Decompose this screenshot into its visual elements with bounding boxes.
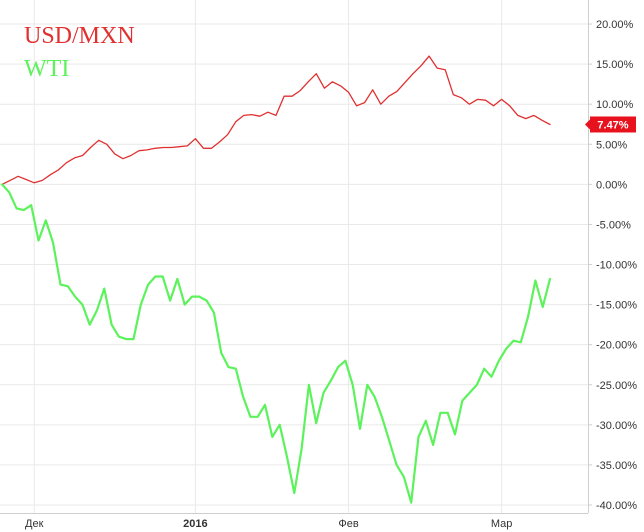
y-tick-label: -10.00% [596, 260, 637, 272]
x-tick-label: Дек [25, 518, 44, 530]
series-line-usd-mxn [1, 55, 551, 186]
y-tick-label: 5.00% [596, 139, 627, 151]
x-tick-label: Мар [491, 518, 513, 530]
axes [0, 0, 589, 514]
last-value-badge-label: 7.47% [597, 119, 628, 131]
y-tick-label: -30.00% [596, 420, 637, 432]
y-tick-labels: 20.00% 15.00% 10.00% 5.00% 0.00% -5.00% -10.00… [588, 19, 637, 512]
x-tick-label: 2016 [183, 518, 207, 530]
series-line-wti [0, 183, 552, 504]
y-tick-label: 15.00% [596, 59, 634, 71]
y-tick-label: -25.00% [596, 380, 637, 392]
x-tick-labels: Дек 2016 Фев Мар [25, 518, 512, 530]
legend-entry-usdmxn: USD/MXN [24, 23, 135, 49]
last-value-badge: 7.47% [585, 116, 636, 133]
last-value-badge-pointer [585, 119, 590, 130]
series-lines [0, 55, 552, 504]
y-tick-label: 10.00% [596, 99, 634, 111]
grid-lines [0, 0, 588, 513]
y-tick-label: -40.00% [596, 500, 637, 512]
x-tick-label: Фев [338, 518, 358, 530]
y-tick-label: 20.00% [596, 19, 634, 31]
legend: USD/MXN WTI [24, 23, 135, 82]
y-tick-label: 0.00% [596, 179, 627, 191]
legend-entry-wti: WTI [24, 56, 69, 82]
last-value-badge-box [590, 116, 636, 133]
y-tick-label: -15.00% [596, 300, 637, 312]
y-tick-label: -20.00% [596, 340, 637, 352]
y-tick-label: -35.00% [596, 460, 637, 472]
y-tick-label: -5.00% [596, 219, 631, 231]
